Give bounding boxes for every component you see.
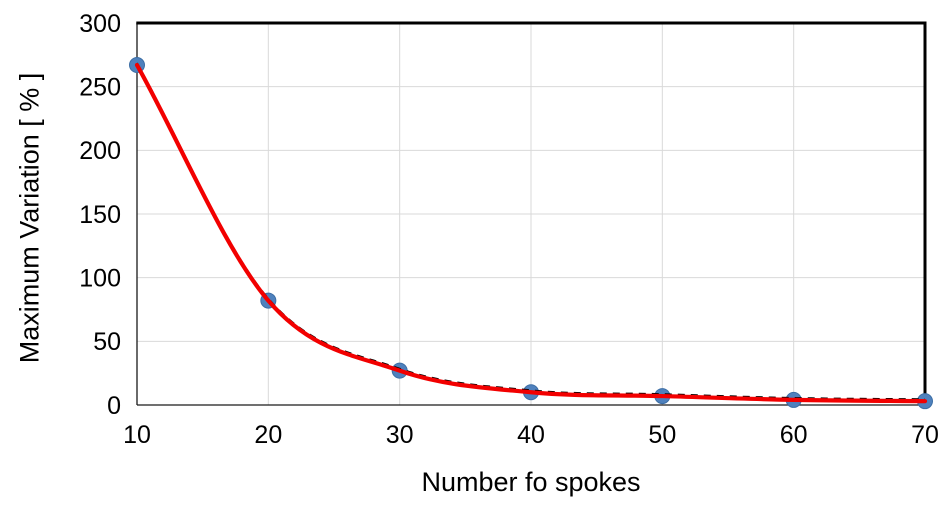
x-tick-label: 20 (254, 421, 282, 449)
plot-border (136, 21, 927, 405)
x-tick-label: 10 (123, 421, 151, 449)
y-tick-label: 150 (79, 201, 121, 229)
x-tick-label: 50 (648, 421, 676, 449)
y-tick-label: 50 (93, 328, 121, 356)
y-axis-title: Maximum Variation [ % ] (14, 72, 45, 364)
y-tick-label: 0 (107, 392, 121, 420)
x-axis-title: Number fo spokes (421, 467, 641, 497)
fit-line (134, 62, 928, 404)
y-tick-label: 200 (79, 137, 121, 165)
y-tick-label: 300 (79, 10, 121, 38)
y-tick-label: 250 (79, 73, 121, 101)
y-tick-label: 100 (79, 264, 121, 292)
x-tick-label: 70 (911, 421, 939, 449)
x-tick-label: 40 (517, 421, 545, 449)
x-tick-label: 30 (386, 421, 414, 449)
x-tick-label: 60 (780, 421, 808, 449)
